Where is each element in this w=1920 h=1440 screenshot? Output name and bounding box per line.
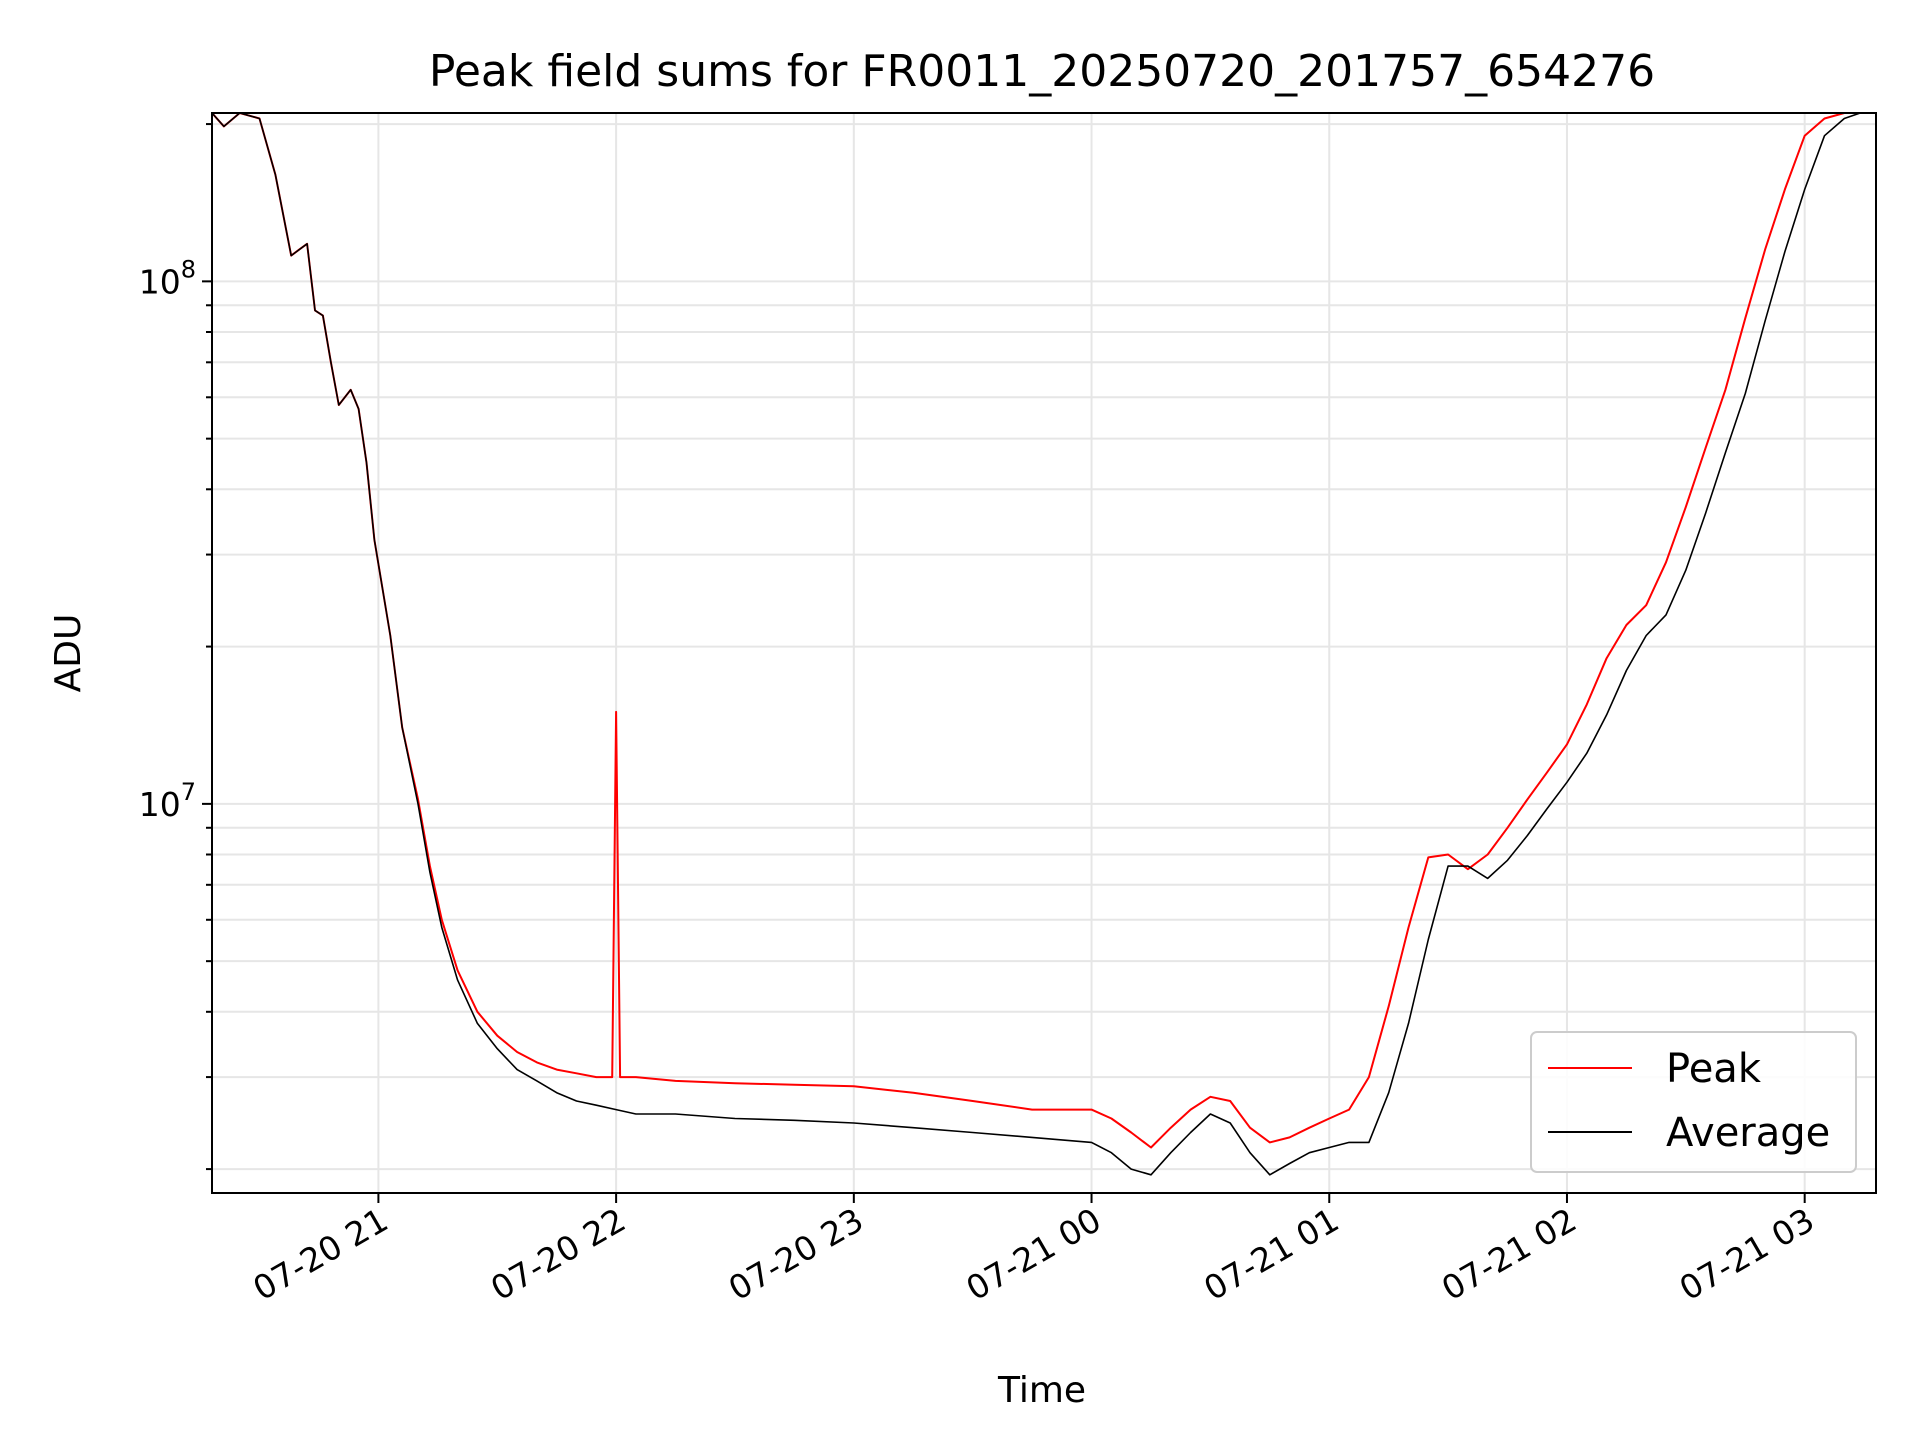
series-line-average <box>212 113 1861 1176</box>
legend-average-label: Average <box>1666 1110 1830 1156</box>
y-tick-label: 107 <box>139 778 196 824</box>
chart-title: Peak field sums for FR0011_20250720_2017… <box>429 46 1655 97</box>
plot-frame <box>211 112 1877 1194</box>
plot-series <box>212 113 1861 1176</box>
legend: Peak Average <box>1530 1031 1857 1173</box>
y-axis-label: ADU <box>48 614 89 693</box>
grid <box>212 113 1876 1193</box>
y-tick-label: 108 <box>139 255 196 301</box>
x-axis-label: Time <box>997 1370 1086 1411</box>
y-axis-ticks: 107 108 <box>139 123 212 1171</box>
legend-peak-label: Peak <box>1666 1046 1762 1092</box>
